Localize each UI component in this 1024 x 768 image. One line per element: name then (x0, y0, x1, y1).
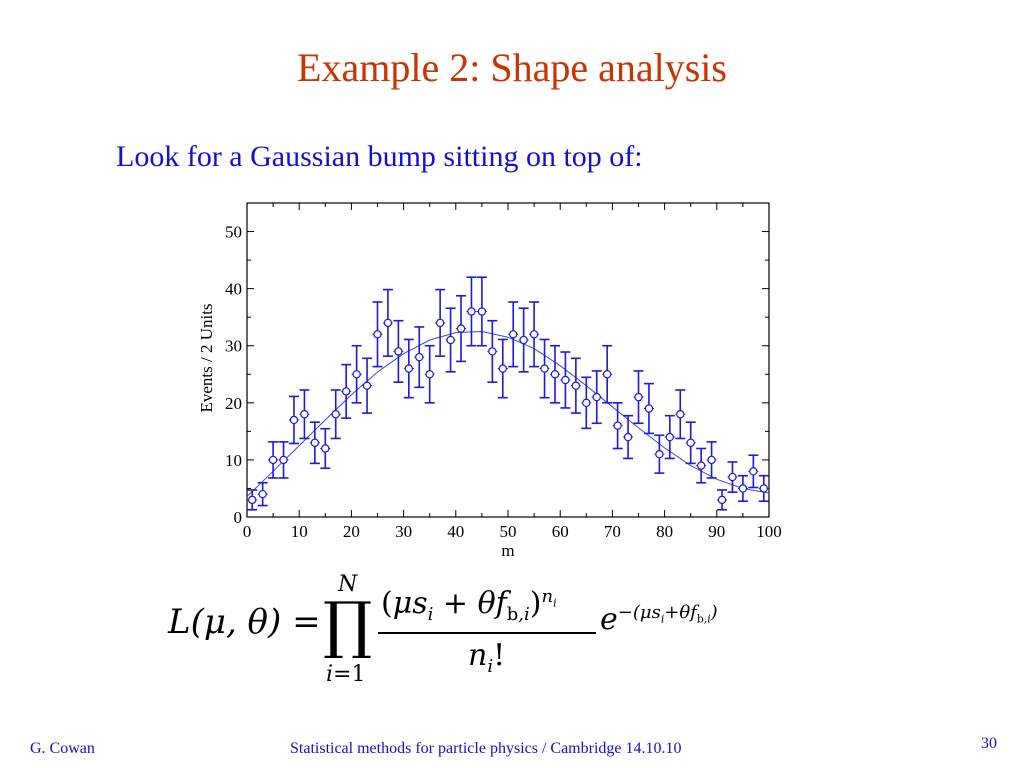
data-point (362, 381, 372, 390)
page-number: 30 (981, 735, 997, 752)
data-point (248, 495, 257, 505)
data-point (665, 432, 675, 442)
x-tick-label: 60 (552, 522, 569, 541)
data-point (310, 438, 320, 447)
product-lower-limit: i=1 (326, 662, 366, 687)
x-tick-label: 100 (756, 522, 782, 541)
data-point (728, 472, 737, 482)
data-point (435, 318, 445, 328)
data-point (686, 438, 695, 447)
data-point (738, 484, 748, 493)
data-point (331, 410, 340, 419)
data-point (509, 330, 518, 339)
data-point (707, 455, 716, 465)
data-point (529, 330, 539, 339)
y-tick-label: 0 (234, 508, 243, 527)
product-upper-limit: N (338, 572, 358, 597)
formula-numerator: (μsi + θfb,i)ni (381, 586, 557, 625)
y-tick-label: 40 (225, 280, 242, 299)
data-point (696, 461, 706, 470)
product-symbol: ∏ (323, 588, 373, 661)
data-point (352, 370, 361, 379)
data-point (321, 444, 330, 453)
formula-denominator: ni! (468, 638, 506, 677)
fit-curve (246, 330, 770, 497)
footer-course: Statistical methods for particle physics… (290, 740, 682, 757)
data-point (394, 347, 403, 356)
y-tick-label: 30 (225, 337, 242, 356)
footer-author: G. Cowan (30, 740, 95, 757)
y-tick-label: 10 (225, 451, 242, 470)
x-tick-label: 90 (708, 522, 725, 541)
data-point (498, 364, 507, 373)
data-point (289, 415, 299, 425)
y-tick-label: 20 (225, 394, 242, 413)
y-axis-label: Events / 2 Units (197, 303, 216, 412)
data-point (488, 347, 497, 356)
data-point (446, 335, 455, 345)
data-point (268, 455, 278, 465)
data-point (561, 375, 570, 385)
data-point (613, 421, 622, 430)
x-tick-label: 30 (395, 522, 412, 541)
data-point (644, 404, 654, 413)
data-point (425, 370, 434, 379)
data-point (404, 364, 414, 373)
x-tick-label: 50 (500, 522, 517, 541)
data-point (477, 307, 487, 316)
formula-exponential: e−(μsi+θfb,i) (600, 602, 718, 637)
data-point (655, 450, 664, 459)
data-point (467, 307, 476, 316)
x-tick-label: 80 (656, 522, 673, 541)
data-point (571, 381, 581, 390)
data-point (383, 318, 393, 328)
slide-title: Example 2: Shape analysis (297, 45, 727, 90)
x-tick-label: 20 (343, 522, 360, 541)
data-point (634, 392, 643, 402)
data-point (749, 467, 758, 476)
data-point (279, 455, 288, 465)
data-point (676, 410, 685, 419)
plot-frame (246, 202, 770, 518)
data-point (341, 387, 351, 396)
y-tick-label: 50 (225, 223, 242, 242)
data-point (759, 484, 768, 493)
data-point (456, 324, 466, 333)
data-point (519, 335, 528, 345)
data-point (300, 410, 309, 419)
data-point (623, 432, 633, 442)
formula-lhs: L(μ, θ) = (168, 602, 321, 642)
x-tick-label: 40 (447, 522, 464, 541)
x-axis-label: m (501, 541, 514, 560)
data-point (550, 370, 560, 379)
x-tick-label: 10 (291, 522, 308, 541)
data-point (373, 330, 382, 339)
data-point (592, 392, 601, 402)
fraction-bar (378, 632, 596, 634)
data-point (717, 495, 727, 505)
data-point (582, 398, 591, 408)
likelihood-formula: L(μ, θ) = N ∏ i=1 (μsi + θfb,i)ni ni! e−… (168, 572, 808, 692)
data-point (258, 489, 267, 499)
data-point (415, 352, 424, 362)
data-point (540, 364, 549, 373)
x-tick-label: 70 (604, 522, 621, 541)
x-tick-label: 0 (243, 522, 252, 541)
data-point (602, 370, 612, 379)
slide-subtitle: Look for a Gaussian bump sitting on top … (116, 140, 643, 173)
